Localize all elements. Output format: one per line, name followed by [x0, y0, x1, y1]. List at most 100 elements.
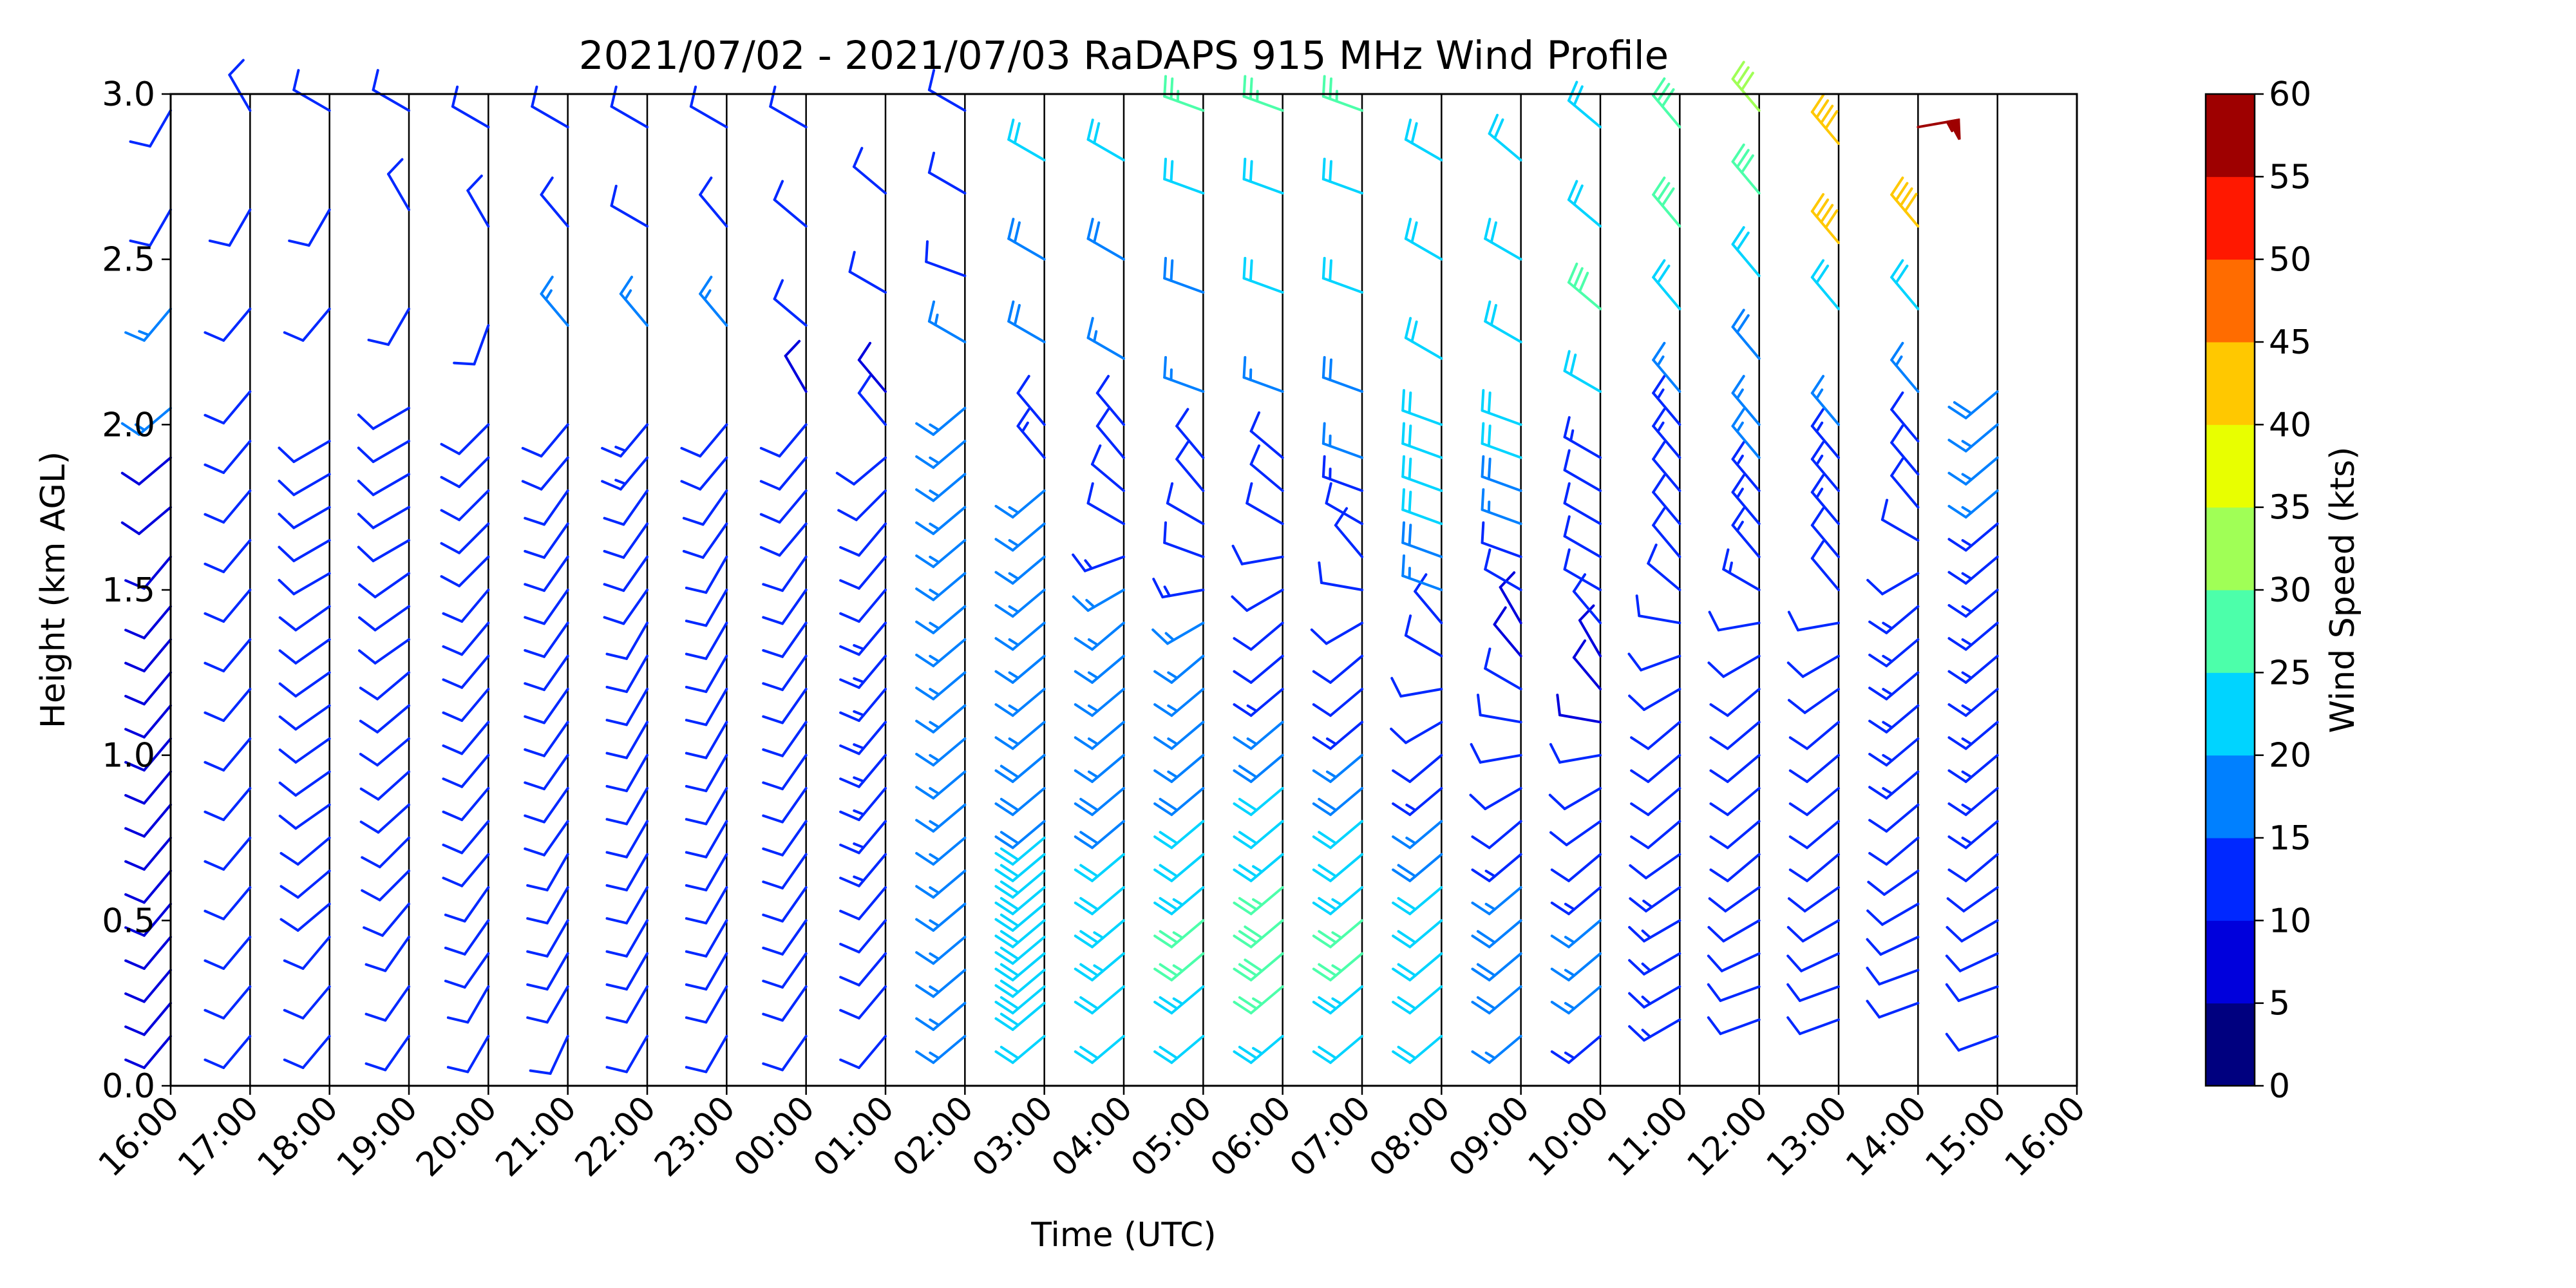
barb-shaft [622, 589, 649, 625]
barb-half [703, 289, 712, 301]
wind-barb [204, 1035, 252, 1070]
wind-barb [124, 1001, 172, 1036]
barb-half [1087, 770, 1099, 779]
barb-full [762, 1062, 784, 1072]
barb-full [1736, 231, 1750, 251]
wind-barb [1867, 869, 1920, 896]
barb-shaft [1640, 654, 1681, 672]
barb-full [994, 670, 1014, 684]
wind-barb [1567, 262, 1602, 310]
barb-shaft [625, 654, 649, 694]
colorbar-segment [2206, 1003, 2255, 1086]
barb-full [1810, 507, 1825, 527]
barb-full [124, 793, 146, 805]
barb-half [1252, 898, 1264, 906]
barb-full [1392, 1000, 1412, 1015]
wind-barb [1731, 408, 1761, 459]
barb-shaft [1249, 621, 1284, 651]
barb-full [120, 422, 140, 436]
barb-full [1731, 408, 1745, 428]
barb-full [359, 820, 380, 834]
wind-barb [1868, 803, 1920, 833]
x-tick-label: 17:00 [171, 1089, 266, 1184]
barb-full [440, 509, 461, 522]
barb-full [1740, 71, 1754, 91]
wind-barb [1947, 721, 1999, 750]
barb-full [1476, 996, 1497, 1010]
wind-barb [359, 770, 410, 801]
barb-shaft [857, 1035, 887, 1070]
barb-full [915, 819, 935, 833]
barb-full [524, 715, 545, 724]
barb-full [1013, 221, 1021, 244]
barb-full [1787, 897, 1806, 913]
barb-full [1567, 80, 1578, 102]
barb-full [605, 851, 628, 858]
barb-full [1628, 992, 1645, 1009]
barb-full [1708, 897, 1727, 913]
barb-full [1866, 938, 1882, 956]
barb-full [1312, 802, 1332, 817]
wind-barb [762, 589, 808, 625]
barb-full [1242, 256, 1247, 280]
barb-shaft [1805, 753, 1840, 783]
colorbar-tick-label: 50 [2269, 241, 2311, 279]
wind-barb [1880, 498, 1920, 542]
barb-full [1947, 769, 1967, 783]
barb-half [1008, 572, 1020, 580]
barb-half [1736, 388, 1744, 400]
wind-barb [994, 688, 1046, 717]
barb-full [1312, 835, 1332, 849]
barb-shaft [142, 1035, 172, 1070]
wind-barb [835, 456, 887, 486]
barb-full [365, 963, 387, 972]
barb-full [601, 480, 622, 491]
wind-barb [540, 176, 569, 228]
wind-barb [927, 300, 967, 343]
wind-barb [1947, 688, 1999, 717]
barb-full [605, 917, 628, 925]
barb-shaft [149, 208, 172, 247]
wind-barb [278, 803, 331, 830]
barb-shaft [852, 165, 887, 194]
wind-barb [1787, 886, 1840, 913]
wind-barb [278, 440, 331, 463]
barb-half [1172, 997, 1184, 1005]
barb-full [1563, 449, 1571, 471]
barb-shaft [463, 886, 490, 923]
barb-shaft [542, 654, 569, 692]
barb-full [1786, 661, 1804, 678]
wind-barb [372, 69, 410, 112]
barb-full [1151, 628, 1169, 645]
wind-barb [446, 985, 490, 1024]
barb-full [1404, 317, 1412, 339]
barb-full [1404, 218, 1412, 240]
barb-full [1481, 455, 1485, 478]
colorbar-tick-label: 25 [2269, 654, 2311, 692]
barb-full [1947, 571, 1967, 585]
barb-shaft [855, 489, 887, 522]
barb-full [1488, 113, 1499, 135]
barb-full [124, 661, 146, 673]
barb-shaft [927, 171, 967, 194]
wind-barb [759, 423, 808, 458]
barb-full [1487, 457, 1492, 480]
barb-full [857, 375, 872, 395]
wind-barb [603, 522, 649, 559]
barb-full [1471, 901, 1491, 916]
barb-full [999, 1045, 1020, 1060]
chart-title: 2021/07/02 - 2021/07/03 RaDAPS 915 MHz W… [579, 33, 1669, 79]
barb-full [1312, 901, 1332, 916]
barb-shaft [699, 423, 728, 458]
wind-barb [1629, 886, 1681, 913]
barb-half [929, 589, 940, 597]
barb-full [994, 918, 1014, 932]
wind-barb [762, 555, 808, 592]
wind-barb [1786, 952, 1840, 972]
wind-barb [524, 621, 569, 658]
wind-barb [762, 1035, 808, 1072]
barb-shaft [1329, 654, 1363, 684]
barb-shaft [1652, 491, 1681, 526]
barb-half [1093, 931, 1104, 940]
wind-barb [524, 522, 569, 559]
